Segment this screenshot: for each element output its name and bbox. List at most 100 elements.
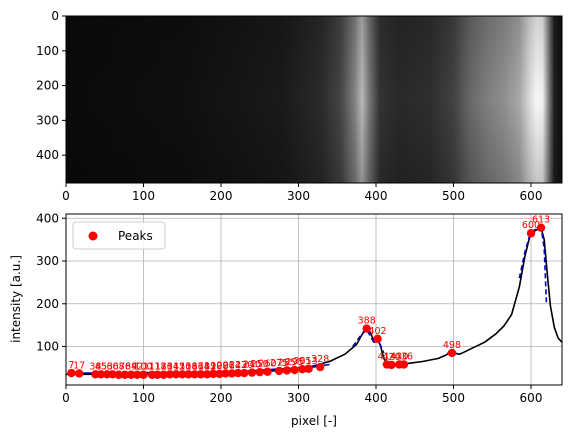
peak-marker bbox=[159, 370, 168, 379]
peak-marker bbox=[126, 370, 136, 379]
peak-label: 142 bbox=[167, 361, 185, 372]
peak-marker bbox=[274, 366, 284, 376]
peak-marker bbox=[304, 364, 313, 373]
peak-marker bbox=[114, 370, 123, 379]
peak-marker bbox=[209, 369, 218, 379]
peak-label: 134 bbox=[161, 361, 179, 372]
plot-y-tick-label: 100 bbox=[36, 340, 59, 354]
y-axis-label: intensity [a.u.] bbox=[9, 255, 23, 343]
peak-marker bbox=[373, 334, 382, 344]
peak-marker bbox=[108, 370, 117, 379]
peak-marker bbox=[133, 370, 142, 379]
peak-marker bbox=[526, 229, 536, 238]
peak-label: 285 bbox=[278, 357, 296, 368]
peak-marker bbox=[184, 370, 193, 379]
plot-x-tick-label: 200 bbox=[210, 391, 233, 405]
plot-y-tick-label: 300 bbox=[36, 254, 59, 268]
peak-label: 182 bbox=[198, 361, 216, 372]
heatmap-y-axis: 0 100 200 300 400 bbox=[36, 9, 66, 162]
peak-label: 214 bbox=[223, 360, 241, 371]
peak-label: 7 bbox=[68, 360, 74, 371]
plot-x-tick-label: 500 bbox=[442, 391, 465, 405]
heatmap-x-tick-label: 0 bbox=[62, 189, 70, 203]
peak-label: 240 bbox=[243, 360, 261, 371]
peak-marker bbox=[178, 370, 187, 379]
plot-x-tick-label: 600 bbox=[520, 391, 543, 405]
peak-label: 68 bbox=[113, 362, 125, 373]
legend-peaks-label: Peaks bbox=[118, 229, 153, 243]
peak-marker bbox=[74, 369, 84, 378]
peak-label: 17 bbox=[73, 360, 85, 371]
peak-label: 126 bbox=[155, 362, 173, 373]
peak-label: 206 bbox=[217, 360, 235, 371]
heatmap-frame bbox=[65, 15, 563, 184]
peak-marker bbox=[399, 360, 409, 369]
heatmap-x-axis: 0 100 200 300 400 500 600 bbox=[62, 183, 542, 203]
peak-marker bbox=[190, 370, 199, 379]
peak-marker bbox=[202, 370, 212, 379]
heatmap-x-tick-label: 400 bbox=[365, 189, 388, 203]
peak-marker bbox=[221, 369, 230, 378]
legend: Peaks bbox=[72, 221, 166, 250]
peak-marker bbox=[171, 370, 181, 379]
peak-label: 53 bbox=[101, 361, 113, 372]
peak-marker bbox=[153, 370, 162, 379]
peak-label: 498 bbox=[443, 340, 461, 351]
plot-y-tick-label: 200 bbox=[36, 297, 59, 311]
peak-marker bbox=[247, 368, 257, 377]
peak-marker bbox=[165, 370, 175, 379]
legend-box bbox=[72, 221, 166, 250]
peak-labels: 717 3845536068768492100111118126134142150… bbox=[68, 215, 550, 373]
peak-label: 60 bbox=[106, 361, 118, 372]
peak-label: 166 bbox=[186, 361, 204, 372]
peak-marker bbox=[316, 362, 325, 372]
heatmap-y-tick-label: 400 bbox=[36, 148, 59, 162]
legend-peaks-marker bbox=[88, 231, 98, 241]
peak-label: 414 bbox=[378, 351, 396, 362]
peak-label: 295 bbox=[286, 357, 304, 368]
peak-label: 38 bbox=[89, 361, 101, 372]
x-axis-label: pixel [-] bbox=[291, 414, 337, 428]
peak-label: 111 bbox=[143, 362, 161, 373]
peak-label: 600 bbox=[522, 220, 540, 231]
peak-marker bbox=[196, 370, 206, 379]
peak-label: 402 bbox=[368, 326, 386, 337]
peak-marker bbox=[362, 324, 371, 333]
plot-frame bbox=[65, 213, 563, 386]
peak-label: 436 bbox=[395, 351, 413, 362]
plot-x-axis: 0 100 200 300 400 500 600 bbox=[62, 385, 542, 405]
peak-marker bbox=[255, 367, 264, 377]
heatmap-x-tick-label: 600 bbox=[520, 189, 543, 203]
peak-marker bbox=[387, 360, 396, 370]
peak-label: 430 bbox=[390, 351, 408, 362]
peak-label: 313 bbox=[300, 356, 318, 367]
peak-label: 260 bbox=[258, 359, 276, 370]
heatmap-x-tick-label: 500 bbox=[442, 189, 465, 203]
peak-label: 92 bbox=[131, 362, 143, 373]
peak-label: 222 bbox=[229, 360, 247, 371]
peak-marker bbox=[96, 370, 106, 379]
plot-x-tick-label: 0 bbox=[62, 391, 70, 405]
heatmap-x-tick-label: 200 bbox=[210, 189, 233, 203]
heatmap-x-tick-label: 300 bbox=[287, 189, 310, 203]
fit-curve bbox=[352, 328, 385, 354]
peak-label: 190 bbox=[204, 361, 222, 372]
peak-marker bbox=[290, 365, 299, 375]
peak-label: 158 bbox=[179, 361, 197, 372]
plot-grid bbox=[65, 214, 562, 385]
peak-label: 45 bbox=[95, 361, 107, 372]
peak-marker bbox=[139, 370, 148, 379]
peak-marker bbox=[215, 369, 224, 379]
plot-x-tick-label: 100 bbox=[132, 391, 155, 405]
heatmap-x-tick-label: 100 bbox=[132, 189, 155, 203]
intensity-panel: 717 3845536068768492100111118126134142150… bbox=[9, 211, 563, 428]
peak-label: 388 bbox=[358, 316, 376, 327]
peak-marker bbox=[298, 364, 307, 374]
heatmap-y-tick-label: 0 bbox=[51, 9, 59, 23]
peak-marker bbox=[447, 348, 457, 358]
heatmap-y-tick-label: 100 bbox=[36, 44, 59, 58]
heatmap-panel: 0 100 200 300 400 500 600 0 100 200 300 400 bbox=[36, 9, 563, 203]
plot-x-tick-label: 400 bbox=[365, 391, 388, 405]
peak-marker bbox=[233, 368, 243, 378]
